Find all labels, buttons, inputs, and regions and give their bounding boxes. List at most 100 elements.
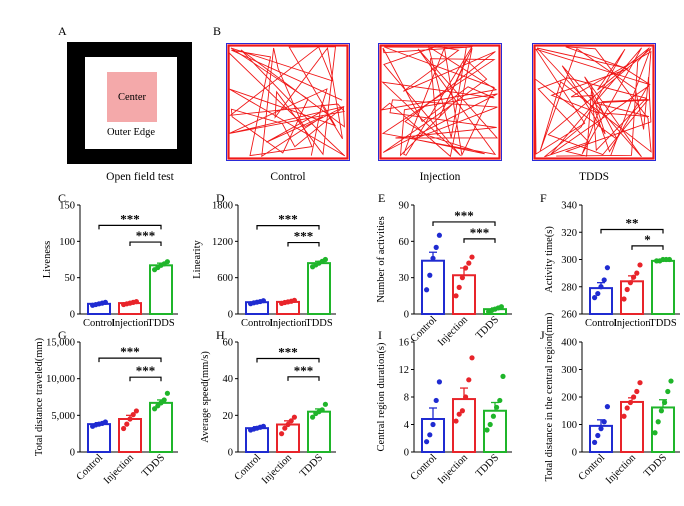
data-point	[637, 380, 643, 386]
trajectory-path	[534, 47, 652, 158]
data-point	[469, 355, 475, 361]
data-point	[621, 296, 627, 302]
x-tick-label: Injection	[604, 452, 639, 487]
significance-bracket	[287, 241, 320, 247]
y-tick-label: 100	[561, 420, 577, 431]
data-point	[604, 265, 611, 271]
y-tick-label: 12	[399, 365, 410, 376]
y-axis-label: Linearity	[192, 240, 203, 279]
x-tick-label: Injection	[111, 318, 149, 329]
data-point	[631, 274, 637, 280]
x-tick-label: Control	[409, 314, 440, 345]
bar-tdds	[651, 259, 675, 315]
data-point	[500, 373, 506, 379]
chart-d: D 0 600 1200 1800 Linearity ControlInjectionTD…	[192, 191, 336, 329]
significance-label: ***	[136, 363, 156, 378]
panel-letter-d: D	[216, 191, 225, 205]
significance-bracket	[256, 224, 320, 230]
y-tick-label: 280	[561, 282, 577, 293]
panel-letter-f: F	[540, 191, 547, 205]
y-tick-label: 0	[572, 448, 577, 459]
y-tick-label: 100	[59, 237, 75, 248]
data-point	[133, 299, 139, 305]
caption-tdds: TDDS	[578, 171, 610, 183]
data-point	[310, 414, 316, 420]
data-point	[621, 413, 627, 419]
data-point	[466, 377, 472, 383]
center-zone-label: Center	[118, 91, 146, 103]
y-tick-label: 150	[59, 201, 75, 212]
x-tick-label: TDDS	[642, 452, 669, 479]
trajectory-path	[536, 46, 652, 158]
significance-bracket	[287, 376, 320, 381]
y-tick-label: 50	[65, 273, 76, 284]
data-point	[285, 421, 291, 428]
data-point	[634, 270, 640, 276]
trajectory-border-path	[379, 44, 501, 160]
data-point	[666, 256, 673, 263]
data-point	[592, 439, 598, 445]
caption-injection: Injection	[419, 171, 461, 183]
y-tick-label: 1200	[212, 237, 233, 248]
data-point	[658, 408, 665, 414]
x-tick-label: TDDS	[305, 318, 333, 329]
chart-i: I 0 4 8 12 16 Central region duration(s) Contro…	[376, 328, 512, 487]
data-point	[260, 298, 266, 304]
panel-letter-g: G	[58, 328, 67, 342]
data-point	[484, 427, 490, 433]
y-tick-label: 15,000	[46, 338, 75, 349]
y-tick-label: 16	[399, 338, 410, 349]
chart-j: J 0 100 200 300 400 Total distance in the cent…	[540, 312, 680, 487]
x-tick-label: Control	[233, 452, 264, 483]
data-point	[463, 265, 469, 271]
outer-edge-label: Outer Edge	[106, 127, 156, 138]
data-point	[424, 439, 430, 445]
y-tick-label: 8	[404, 393, 409, 404]
significance-label: **	[626, 216, 639, 231]
data-point	[655, 419, 661, 425]
data-point	[322, 401, 328, 407]
data-point	[433, 244, 439, 250]
data-point	[130, 412, 136, 418]
x-tick-label: Injection	[436, 314, 471, 349]
y-tick-label: 0	[70, 448, 75, 459]
x-tick-label: Injection	[102, 452, 137, 487]
x-tick-label: Control	[83, 318, 115, 329]
data-point	[598, 426, 604, 432]
y-tick-label: 90	[399, 201, 410, 212]
data-point	[634, 388, 640, 395]
y-axis-label: Activity time(s)	[544, 226, 555, 293]
x-tick-label: Injection	[613, 318, 651, 329]
data-point	[456, 411, 462, 417]
x-tick-label: TDDS	[649, 318, 677, 329]
significance-bracket	[432, 221, 496, 226]
x-tick-label: Injection	[269, 318, 307, 329]
x-tick-label: Injection	[436, 452, 471, 487]
panel-letter-j: J	[540, 328, 545, 342]
y-tick-label: 10,000	[46, 374, 75, 385]
data-point	[604, 404, 611, 410]
bar-injection	[276, 423, 300, 453]
data-point	[121, 425, 127, 432]
data-point	[291, 414, 297, 420]
y-tick-label: 260	[561, 310, 577, 321]
y-axis-label: Total distance in the central region(mm)	[544, 312, 555, 481]
data-point	[453, 418, 459, 424]
data-point	[601, 419, 607, 425]
data-point	[279, 431, 285, 437]
chart-e: E 0 30 60 90 Number of activities ControlInjec…	[376, 191, 512, 349]
y-tick-label: 340	[561, 201, 577, 212]
significance-bracket	[98, 224, 162, 230]
data-point	[498, 304, 504, 310]
y-tick-label: 0	[228, 448, 233, 459]
significance-bracket	[98, 357, 162, 363]
y-tick-label: 600	[217, 273, 233, 284]
y-axis-label: Central region duration(s)	[376, 342, 387, 452]
track-tdds	[532, 43, 656, 161]
x-tick-label: Control	[577, 452, 608, 483]
data-point	[427, 432, 433, 438]
data-point	[624, 286, 630, 293]
x-tick-label: Control	[409, 452, 440, 483]
y-axis-label: Average speed(mm/s)	[200, 351, 211, 443]
